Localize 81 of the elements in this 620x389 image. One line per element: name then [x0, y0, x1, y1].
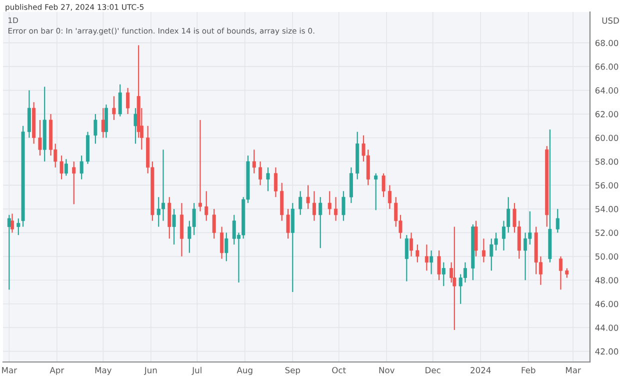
candlestick: [382, 172, 386, 198]
candlestick: [452, 226, 456, 331]
candlestick: [410, 232, 414, 257]
candlestick: [404, 234, 408, 282]
candlestick: [104, 104, 108, 138]
candlestick: [94, 113, 98, 144]
candlestick: [388, 184, 392, 210]
candlestick: [60, 155, 64, 180]
y-tick-label: 60.00: [595, 134, 618, 142]
candlestick: [112, 96, 116, 121]
x-tick-label: Feb: [522, 366, 536, 374]
candlestick: [349, 166, 353, 204]
candlestick: [7, 214, 11, 290]
x-tick-label: Nov: [379, 367, 395, 374]
x-tick-label: Dec: [426, 367, 440, 374]
y-axis-title: USD: [602, 17, 619, 24]
candlestick: [318, 196, 322, 249]
candlestick: [374, 172, 378, 211]
candlestick: [437, 250, 441, 281]
candlestick: [168, 196, 172, 240]
candlestick: [27, 90, 31, 138]
candlestick: [64, 158, 68, 176]
candlestick: [290, 202, 294, 293]
candlestick: [16, 218, 20, 236]
candlestick: [180, 202, 184, 257]
x-tick-label: Mar: [566, 367, 581, 374]
y-tick-label: 66.00: [595, 64, 618, 70]
x-tick-label: Aug: [236, 367, 252, 375]
x-tick-label: 2024: [470, 367, 491, 374]
candlestick: [474, 220, 478, 257]
y-tick-label: 64.00: [595, 87, 618, 94]
y-tick-label: 58.00: [596, 158, 618, 165]
candlestick: [416, 244, 420, 263]
candlestick: [198, 119, 202, 212]
candlestick: [280, 182, 284, 222]
candlestick: [312, 190, 316, 222]
candlestick: [482, 238, 486, 263]
candlestick: [266, 166, 270, 192]
candlestick: [118, 84, 122, 117]
candlestick: [258, 160, 262, 186]
candlestick: [342, 190, 346, 222]
candlestick: [204, 190, 208, 222]
candlestick: [334, 196, 338, 222]
y-tick-label: 48.00: [595, 277, 618, 284]
candlestick: [212, 208, 216, 240]
y-tick-label: 46.00: [595, 300, 618, 308]
candlestick: [72, 160, 76, 205]
y-tick-label: 42.00: [595, 348, 618, 355]
candlestick: [274, 166, 278, 198]
x-tick-label: Oct: [332, 367, 346, 374]
candlestick: [430, 250, 434, 275]
y-tick-label: 62.00: [595, 111, 618, 118]
x-tick-label: Sep: [285, 367, 300, 375]
candlestick: [80, 155, 84, 180]
candlestick: [224, 232, 228, 262]
candlestick: [286, 208, 290, 240]
candlestick: [298, 190, 302, 216]
x-tick-label: Jul: [192, 366, 202, 375]
x-tick-label: Jun: [144, 367, 157, 375]
candlestick: [442, 262, 446, 287]
x-tick-label: May: [95, 367, 112, 375]
y-tick-label: 44.00: [595, 324, 618, 331]
candlestick: [424, 244, 428, 272]
y-tick-label: 50.00: [596, 253, 618, 260]
candlestick: [10, 213, 14, 234]
candlestick: [126, 87, 130, 115]
candlestick: [38, 119, 42, 156]
candlestick: [220, 226, 224, 260]
candlestick: [172, 208, 176, 246]
y-tick-label: 52.00: [596, 230, 618, 236]
candlestick: [252, 149, 256, 174]
y-tick-label: 54.00: [596, 206, 618, 212]
y-tick-label: 68.00: [595, 40, 618, 46]
y-tick-label: 56.00: [596, 182, 618, 189]
candlestick: [565, 268, 569, 278]
x-tick-label: Apr: [50, 367, 64, 375]
candlestick: [328, 190, 332, 216]
candlestick: [558, 256, 562, 290]
candlestick: [556, 208, 560, 234]
candlestick: [306, 184, 310, 210]
x-tick-label: Mar: [2, 367, 18, 374]
